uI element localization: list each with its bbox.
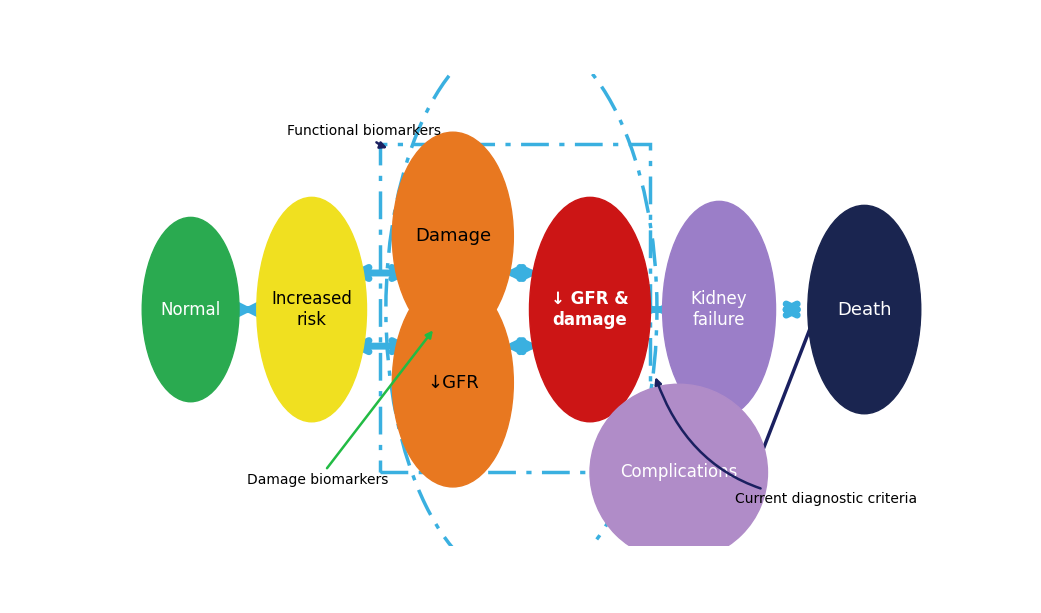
Text: Normal: Normal (160, 300, 221, 319)
Text: ↓ GFR &
damage: ↓ GFR & damage (551, 290, 629, 329)
Ellipse shape (392, 278, 513, 487)
Text: Current diagnostic criteria: Current diagnostic criteria (656, 379, 917, 506)
Ellipse shape (662, 201, 776, 418)
Text: Functional biomarkers: Functional biomarkers (287, 124, 441, 148)
Text: ↓GFR: ↓GFR (427, 374, 479, 392)
Ellipse shape (808, 205, 921, 414)
Text: Increased
risk: Increased risk (272, 290, 352, 329)
Text: Death: Death (837, 300, 891, 319)
Text: Damage biomarkers: Damage biomarkers (247, 332, 431, 487)
Ellipse shape (143, 218, 239, 402)
Ellipse shape (257, 197, 366, 422)
Ellipse shape (590, 384, 767, 560)
Text: Kidney
failure: Kidney failure (691, 290, 747, 329)
Text: Complications: Complications (620, 463, 737, 481)
Text: Damage: Damage (414, 227, 491, 245)
Ellipse shape (392, 132, 513, 341)
Ellipse shape (530, 197, 651, 422)
